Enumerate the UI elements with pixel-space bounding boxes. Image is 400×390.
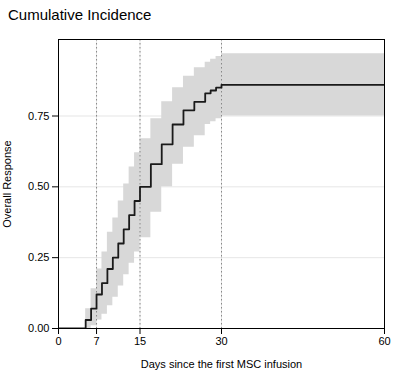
svg-text:0: 0	[55, 335, 61, 347]
svg-text:30: 30	[215, 335, 227, 347]
svg-text:60: 60	[378, 335, 390, 347]
svg-text:0.75: 0.75	[28, 110, 49, 122]
svg-text:Overall Response: Overall Response	[1, 140, 13, 227]
svg-text:15: 15	[134, 335, 146, 347]
svg-text:0.50: 0.50	[28, 180, 49, 192]
svg-text:0.25: 0.25	[28, 251, 49, 263]
svg-text:0.00: 0.00	[28, 322, 49, 334]
svg-text:Days since the first MSC infus: Days since the first MSC infusion	[141, 358, 302, 370]
svg-text:7: 7	[93, 335, 99, 347]
html-text:Cumulative Incidence: Cumulative Incidence	[8, 6, 152, 23]
